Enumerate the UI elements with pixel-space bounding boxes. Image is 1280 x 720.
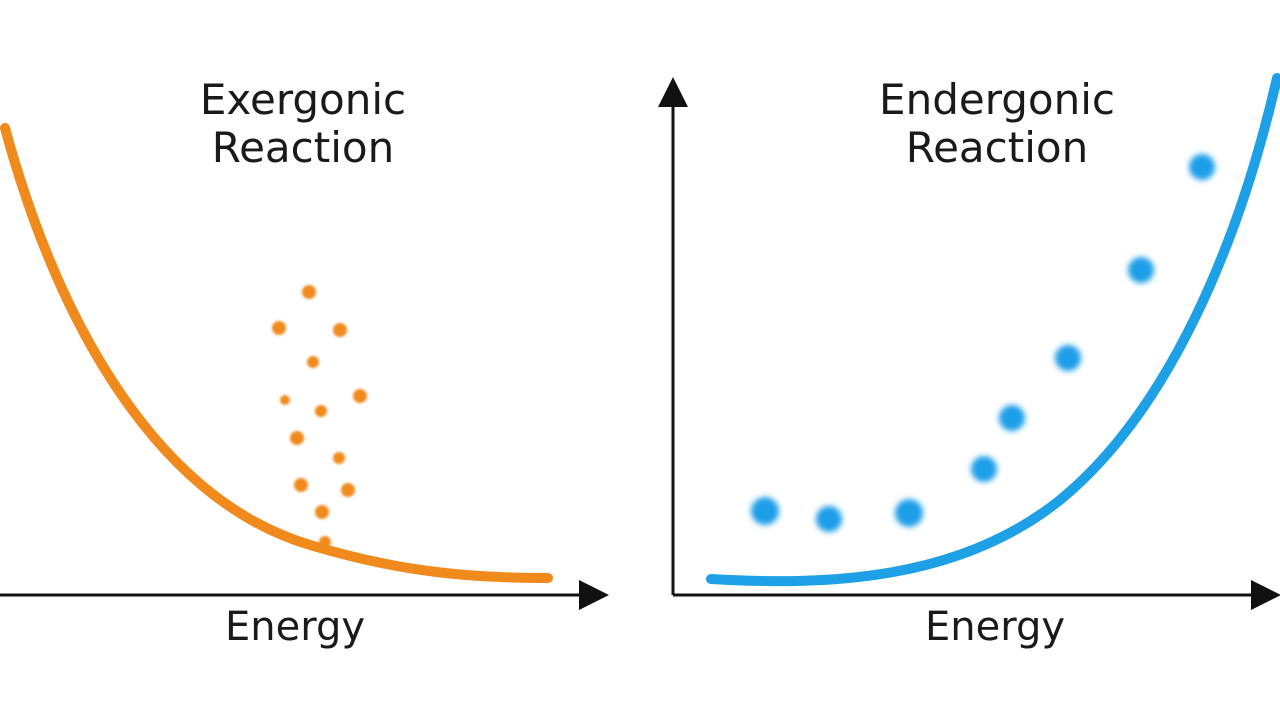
endergonic-energy-curve xyxy=(706,73,1280,587)
exergonic-particle xyxy=(290,431,304,445)
endergonic-particle xyxy=(999,405,1025,431)
endergonic-particle xyxy=(1128,257,1154,283)
exergonic-particle xyxy=(280,395,290,405)
exergonic-energy-curve xyxy=(0,123,553,583)
endergonic-particle xyxy=(895,499,923,527)
exergonic-particle xyxy=(294,478,308,492)
exergonic-title: Exergonic Reaction xyxy=(199,75,407,172)
exergonic-particle xyxy=(319,536,331,548)
exergonic-panel xyxy=(0,123,609,610)
exergonic-x-label: Energy xyxy=(224,604,366,650)
exergonic-particle xyxy=(315,505,329,519)
exergonic-particle xyxy=(333,452,345,464)
exergonic-particle xyxy=(302,285,316,299)
endergonic-particle xyxy=(751,497,779,525)
exergonic-particle xyxy=(272,321,286,335)
endergonic-particle xyxy=(971,456,997,482)
endergonic-particle xyxy=(1189,154,1215,180)
exergonic-particle xyxy=(341,483,355,497)
endergonic-x-label: Energy xyxy=(924,604,1066,650)
exergonic-particles xyxy=(272,285,367,548)
endergonic-title: Endergonic Reaction xyxy=(879,75,1115,172)
exergonic-particle xyxy=(333,323,347,337)
endergonic-particle xyxy=(1055,345,1081,371)
endergonic-particles xyxy=(751,154,1215,532)
exergonic-particle xyxy=(315,405,327,417)
exergonic-particle xyxy=(307,356,319,368)
endergonic-particle xyxy=(816,506,842,532)
exergonic-particle xyxy=(353,389,367,403)
endergonic-panel xyxy=(658,73,1280,610)
